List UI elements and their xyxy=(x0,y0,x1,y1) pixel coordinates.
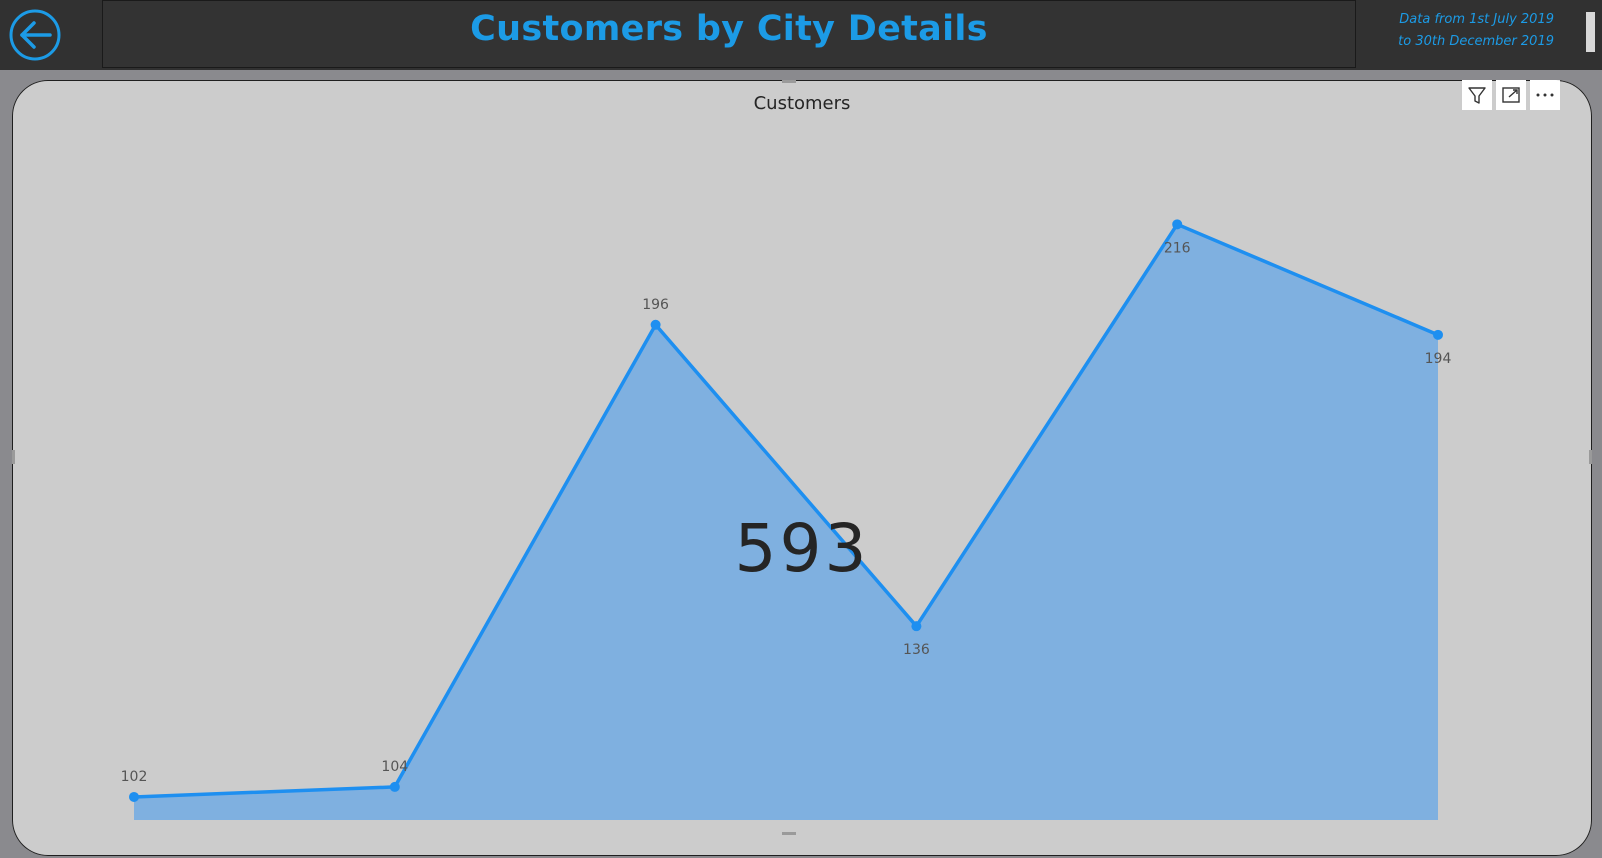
more-options-icon xyxy=(1536,93,1554,97)
resize-handle-right[interactable] xyxy=(1589,450,1592,464)
back-arrow-icon xyxy=(9,9,61,61)
resize-handle-bottom[interactable] xyxy=(782,832,796,835)
data-point[interactable] xyxy=(911,621,922,632)
page-title: Customers by City Details xyxy=(470,9,988,49)
more-options-button[interactable] xyxy=(1530,80,1560,110)
data-point[interactable] xyxy=(129,791,139,802)
series-line xyxy=(133,222,1439,799)
data-label: 196 xyxy=(642,297,669,313)
date-range-line-1: Data from 1st July 2019 xyxy=(1399,12,1554,27)
area-chart: 102 104 196 136 216 194 xyxy=(121,219,1452,821)
data-label: 216 xyxy=(1164,240,1191,256)
resize-handle-left[interactable] xyxy=(12,450,15,464)
title-box: Customers by City Details xyxy=(102,0,1356,68)
focus-mode-button[interactable] xyxy=(1496,80,1526,110)
resize-handle-top[interactable] xyxy=(782,80,796,83)
top-bar: Customers by City Details Data from 1st … xyxy=(0,0,1602,70)
date-range-note: Data from 1st July 2019 to 30th December… xyxy=(1398,9,1554,53)
visual-title: Customers xyxy=(753,93,851,114)
focus-mode-icon xyxy=(1502,87,1520,103)
back-button[interactable] xyxy=(8,8,64,64)
data-point[interactable] xyxy=(1172,219,1183,230)
filter-icon xyxy=(1468,87,1486,104)
filter-button[interactable] xyxy=(1462,80,1492,110)
data-point[interactable] xyxy=(650,319,661,330)
area-fill xyxy=(134,224,1438,821)
data-label: 194 xyxy=(1425,351,1452,367)
data-label: 104 xyxy=(381,759,408,775)
scrollbar-thumb[interactable] xyxy=(1586,12,1595,52)
date-range-line-2: to 30th December 2019 xyxy=(1398,34,1554,49)
data-point[interactable] xyxy=(1433,329,1443,340)
data-label: 102 xyxy=(121,769,148,785)
data-label: 136 xyxy=(903,642,930,658)
data-point[interactable] xyxy=(389,781,400,792)
customers-area-chart-visual[interactable]: 102 104 196 136 216 194 Customers 593 xyxy=(12,80,1592,856)
